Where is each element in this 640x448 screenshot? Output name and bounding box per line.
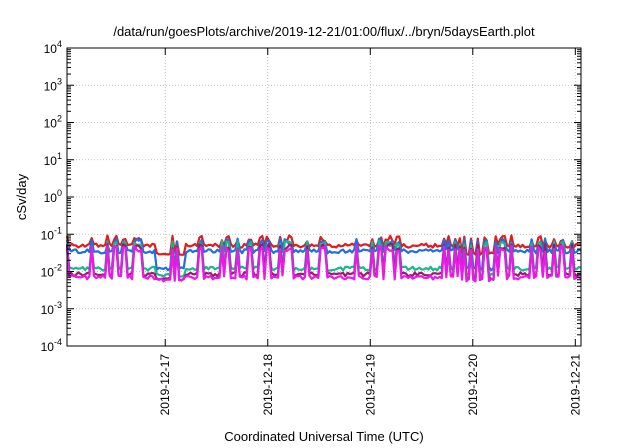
y-tick-label: 104 [44,39,62,56]
x-tick-label: 2019-12-20 [466,354,480,416]
y-tick-label: 102 [44,114,62,131]
y-tick-label: 10-1 [41,225,62,242]
y-tick-label: 103 [44,76,62,93]
plot-frame [66,47,582,347]
x-axis-label: Coordinated Universal Time (UTC) [224,429,423,444]
chart-title: /data/run/goesPlots/archive/2019-12-21/0… [113,24,535,39]
y-tick-label: 10-2 [41,263,62,280]
y-tick-label: 10-3 [41,300,62,317]
axes: 10-4 10-3 10-2 10-1 100 101 102 103 104 2019-12-1… [41,39,583,415]
x-tick-label: 2019-12-19 [363,354,377,416]
grid-lines [67,48,581,346]
x-tick-label: 2019-12-17 [158,354,172,416]
y-axis-label: cSv/day [14,173,29,220]
x-tick-label: 2019-12-18 [261,354,275,416]
series-line-5 [65,244,582,283]
y-tick-label: 100 [44,188,62,205]
y-tick-label: 10-4 [41,337,62,354]
series-lines [65,234,582,283]
y-tick-label: 101 [44,151,62,168]
x-tick-label: 2019-12-21 [568,354,582,416]
